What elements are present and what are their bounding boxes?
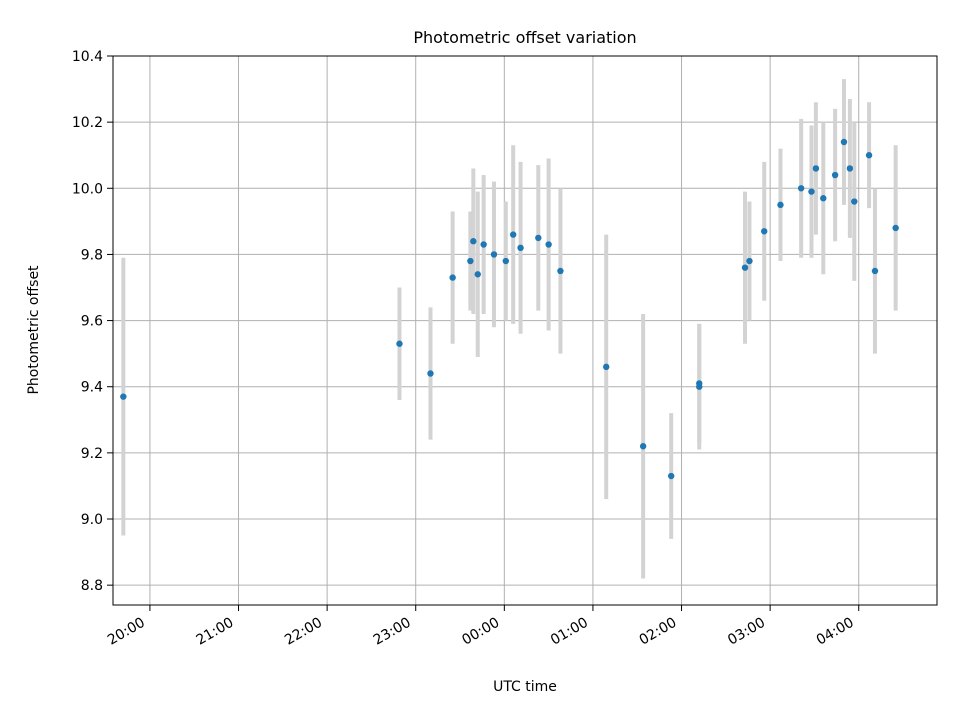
data-point — [741, 264, 749, 271]
data-point — [831, 171, 839, 179]
data-point — [474, 271, 481, 278]
y-axis-label: Photometric offset — [26, 265, 42, 395]
data-points — [120, 138, 899, 480]
data-point — [557, 267, 564, 275]
data-point — [865, 152, 873, 159]
y-tick-label: 10.2 — [72, 115, 103, 131]
data-point — [490, 251, 498, 258]
data-point — [696, 380, 703, 387]
y-tick-label: 9.2 — [81, 446, 103, 462]
data-point — [851, 198, 858, 205]
data-point — [509, 231, 517, 238]
chart-title: Photometric offset variation — [413, 28, 636, 47]
data-point — [427, 370, 434, 377]
data-point — [812, 165, 820, 172]
data-point — [892, 224, 899, 232]
data-point — [480, 241, 487, 248]
data-point — [777, 201, 784, 209]
y-tick-label: 9.6 — [81, 314, 103, 330]
data-point — [467, 257, 474, 265]
data-point — [517, 244, 524, 252]
data-point — [545, 241, 552, 248]
y-tick-label: 9.4 — [81, 380, 103, 396]
data-point — [396, 340, 403, 347]
y-tick-label: 10.0 — [72, 181, 103, 197]
y-tick-label: 8.8 — [81, 578, 103, 594]
data-point — [761, 228, 768, 235]
y-tick-label: 9.8 — [81, 247, 103, 263]
y-axis-ticks: 8.8 9.0 9.2 9.4 9.6 9.8 10.0 10.2 10.4 — [72, 49, 113, 594]
y-tick-label: 9.0 — [81, 512, 103, 528]
data-point — [820, 195, 827, 202]
data-point — [808, 188, 815, 195]
x-axis-label: UTC time — [493, 679, 557, 695]
data-point — [449, 274, 456, 281]
y-tick-label: 10.4 — [72, 49, 103, 65]
data-point — [846, 165, 854, 172]
data-point — [840, 138, 848, 146]
plot-frame — [112, 55, 938, 606]
data-point — [120, 393, 127, 400]
data-point — [871, 267, 879, 275]
data-point — [535, 234, 542, 242]
data-point — [639, 443, 647, 450]
data-point — [470, 238, 477, 245]
data-point — [746, 257, 753, 265]
data-point — [667, 472, 675, 480]
data-point — [603, 363, 610, 371]
grid — [113, 55, 937, 605]
data-point — [502, 257, 510, 265]
data-point — [797, 185, 805, 192]
